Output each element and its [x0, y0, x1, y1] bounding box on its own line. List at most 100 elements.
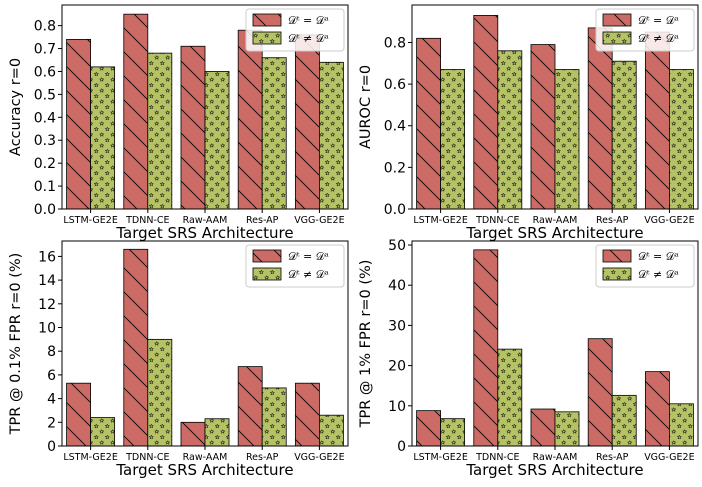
x-tick-label: Raw-AAM	[183, 215, 228, 226]
bar-outline	[261, 57, 287, 210]
legend-label: 𝒟ᵗ ≠ 𝒟ᵃ	[638, 268, 679, 281]
legend-label: 𝒟ᵗ = 𝒟ᵃ	[638, 14, 679, 27]
bar-stars-Res-AP	[261, 387, 287, 447]
bar-outline	[66, 38, 91, 210]
legend-swatch	[252, 13, 282, 27]
bar-outline	[147, 338, 173, 447]
bar-outline	[237, 366, 263, 447]
bar-backslash-LSTM-GE2E	[66, 382, 91, 447]
bar-stars-Res-AP	[611, 60, 637, 210]
bar-outline	[497, 348, 523, 447]
x-tick-label: TDNN-CE	[475, 215, 519, 226]
bar-stars-Raw-AAM	[554, 69, 580, 210]
bar-outline	[204, 418, 230, 447]
legend-swatch	[602, 13, 632, 27]
bar-backslash-VGG-GE2E	[294, 34, 320, 210]
x-tick-label: TDNN-CE	[475, 452, 519, 463]
y-tick-label: 20	[388, 359, 406, 375]
bar-stars-Res-AP	[261, 57, 287, 210]
x-tick-label: TDNN-CE	[125, 215, 169, 226]
legend-label: 𝒟ᵗ ≠ 𝒟ᵃ	[288, 32, 329, 45]
bar-outline	[669, 69, 694, 210]
bar-backslash-LSTM-GE2E	[66, 38, 91, 210]
bar-backslash-Raw-AAM	[180, 421, 206, 447]
x-tick-label: VGG-GE2E	[644, 215, 694, 226]
y-tick-label: 12	[38, 297, 56, 313]
bar-stars-TDNN-CE	[147, 52, 173, 210]
y-tick-label: 0.6	[384, 77, 406, 93]
bar-stars-TDNN-CE	[497, 50, 523, 210]
y-tick-label: 0.2	[34, 156, 56, 172]
y-tick-label: 16	[38, 249, 56, 265]
bar-outline	[554, 69, 580, 210]
x-tick-label: VGG-GE2E	[644, 452, 694, 463]
bar-outline	[530, 408, 556, 447]
bar-stars-VGG-GE2E	[318, 61, 344, 210]
x-axis-label: Target SRS Architecture	[115, 461, 293, 479]
bar-stars-VGG-GE2E	[669, 69, 694, 210]
y-tick-label: 0.6	[34, 64, 56, 80]
y-tick-label: 0.5	[34, 87, 56, 103]
y-tick-label: 0.0	[34, 202, 56, 218]
x-tick-label: VGG-GE2E	[294, 215, 344, 226]
bar-outline	[644, 31, 670, 210]
bar-outline	[180, 45, 206, 210]
x-tick-label: LSTM-GE2E	[63, 452, 118, 463]
bar-outline	[644, 371, 670, 447]
bar-stars-Raw-AAM	[204, 71, 230, 210]
bar-outline	[416, 410, 441, 447]
x-tick-label: Raw-AAM	[183, 452, 228, 463]
y-tick-label: 8	[47, 344, 56, 360]
legend: 𝒟ᵗ = 𝒟ᵃ 𝒟ᵗ ≠ 𝒟ᵃ	[595, 244, 695, 288]
bar-stars-LSTM-GE2E	[90, 66, 116, 210]
bar-outline	[90, 417, 116, 447]
legend: 𝒟ᵗ = 𝒟ᵃ 𝒟ᵗ ≠ 𝒟ᵃ	[245, 8, 345, 52]
y-tick-label: 30	[388, 318, 406, 334]
y-tick-label: 0.4	[34, 110, 56, 126]
y-tick-label: 14	[38, 273, 56, 289]
bar-outline	[90, 66, 116, 210]
bar-outline	[294, 34, 320, 210]
bar-outline	[669, 403, 694, 447]
bar-outline	[587, 27, 613, 210]
legend-label: 𝒟ᵗ = 𝒟ᵃ	[288, 14, 329, 27]
bar-backslash-VGG-GE2E	[294, 382, 320, 447]
legend-label: 𝒟ᵗ ≠ 𝒟ᵃ	[638, 32, 679, 45]
legend-label: 𝒟ᵗ = 𝒟ᵃ	[288, 250, 329, 263]
y-tick-label: 4	[47, 392, 56, 408]
bar-outline	[587, 338, 613, 447]
x-axis-label: Target SRS Architecture	[465, 224, 643, 242]
y-tick-label: 0.2	[384, 160, 406, 176]
x-tick-label: LSTM-GE2E	[63, 215, 118, 226]
bar-backslash-TDNN-CE	[123, 248, 149, 447]
y-tick-label: 0.3	[34, 133, 56, 149]
bar-stars-LSTM-GE2E	[440, 69, 466, 210]
y-tick-label: 2	[47, 415, 56, 431]
bar-outline	[204, 71, 230, 210]
bar-outline	[318, 61, 344, 210]
x-tick-label: Res-AP	[246, 452, 279, 463]
x-tick-label: LSTM-GE2E	[413, 215, 468, 226]
legend-swatch	[602, 249, 632, 263]
y-tick-label: 6	[47, 368, 56, 384]
y-tick-label: 50	[388, 238, 406, 254]
legend-swatch	[602, 31, 632, 45]
bar-outline	[294, 382, 320, 447]
bar-backslash-VGG-GE2E	[644, 31, 670, 210]
y-tick-label: 0.1	[34, 179, 56, 195]
legend-swatch	[602, 267, 632, 281]
bar-stars-Res-AP	[611, 394, 637, 447]
bar-outline	[473, 15, 499, 210]
x-tick-label: Raw-AAM	[533, 452, 578, 463]
legend: 𝒟ᵗ = 𝒟ᵃ 𝒟ᵗ ≠ 𝒟ᵃ	[245, 244, 345, 288]
bar-stars-TDNN-CE	[147, 338, 173, 447]
bar-stars-VGG-GE2E	[669, 403, 694, 447]
bar-backslash-Raw-AAM	[180, 45, 206, 210]
bar-backslash-Res-AP	[587, 27, 613, 210]
bar-backslash-TDNN-CE	[473, 15, 499, 210]
legend: 𝒟ᵗ = 𝒟ᵃ 𝒟ᵗ ≠ 𝒟ᵃ	[595, 8, 695, 52]
bar-outline	[237, 29, 263, 210]
bar-backslash-LSTM-GE2E	[416, 37, 441, 210]
bar-stars-Raw-AAM	[554, 411, 580, 447]
